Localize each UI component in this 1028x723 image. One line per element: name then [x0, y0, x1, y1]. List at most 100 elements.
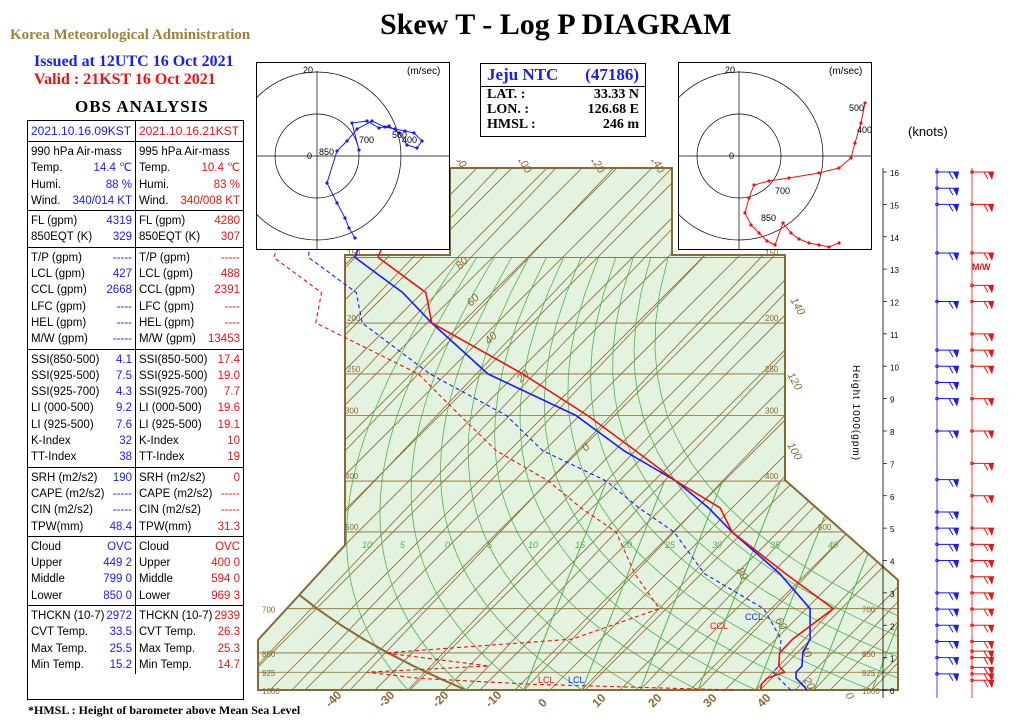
obs-row: SRH (m2/s2) 0: [136, 470, 243, 486]
hodo-point: [749, 223, 753, 227]
obs-label: SRH (m2/s2): [139, 471, 206, 484]
obs-value: -----: [112, 333, 132, 346]
obs-row: THCKN (10-7) 2972: [28, 608, 135, 624]
wind-barb-origin: [935, 299, 939, 304]
obs-value: 4280: [214, 215, 240, 228]
wind-barb-origin: [970, 623, 974, 628]
wind-barb: [970, 649, 994, 660]
wind-barb: [935, 542, 959, 553]
obs-row: Temp. 10.4 ℃: [136, 160, 243, 176]
wind-barb-flag: [988, 625, 994, 634]
hodo-point: [837, 241, 841, 245]
wind-barb-tick: [983, 680, 989, 688]
wind-barb-origin: [970, 607, 974, 611]
wind-barb-tick: [983, 641, 989, 649]
wind-barb-tick: [948, 657, 954, 665]
hodo-point: [853, 141, 857, 145]
obs-row: Cloud OVC: [28, 539, 135, 555]
moist-adiabat-line: [494, 257, 699, 690]
obs-label: HEL (gpm): [31, 316, 87, 329]
obs-row: TT-Index 19: [136, 449, 243, 465]
height-tick-label: 11: [890, 331, 899, 340]
obs-value: ----: [116, 300, 132, 313]
wind-barb-flag: [953, 657, 959, 666]
wind-barb-tick: [983, 667, 989, 675]
wind-barb: [935, 672, 959, 682]
obs-analysis-title: OBS ANALYSIS: [75, 97, 209, 116]
wind-barb-tick: [948, 673, 954, 682]
obs-value: OVC: [107, 540, 132, 553]
obs-value: 26.3: [217, 626, 240, 639]
wind-barb-tick: [983, 398, 989, 406]
obs-row: SSI(850-500) 17.4: [136, 352, 243, 368]
wind-barb: [970, 202, 994, 213]
wind-barb-origin: [935, 526, 939, 530]
obs-label: Temp.: [31, 162, 63, 175]
wind-barb-origin: [935, 607, 939, 611]
wind-barb-origin: [935, 348, 939, 352]
hodo-point: [412, 131, 416, 135]
top-scale-label: 80: [452, 160, 469, 170]
pressure-tick-label-right: 1000: [862, 687, 880, 696]
wind-barb-flag: [953, 511, 959, 520]
wind-barb: [970, 574, 994, 585]
obs-group: 990 hPa Air-mass Temp. 14.4 ℃ Humi. 88 % Wind…: [28, 142, 135, 212]
hodo-point: [767, 179, 771, 183]
wind-barb: [970, 396, 994, 407]
obs-label: K-Index: [31, 435, 71, 448]
obs-row: Cloud OVC: [136, 539, 243, 555]
wind-barb-flag: [988, 544, 994, 553]
height-tick-label: 14: [890, 234, 899, 243]
obs-value: 2668: [106, 284, 132, 297]
obs-label: Min Temp.: [31, 658, 84, 671]
obs-label: 850EQT (K): [31, 231, 93, 244]
obs-label: LFC (gpm): [139, 300, 194, 313]
wind-barb: [935, 348, 959, 359]
pressure-tick-label-right: 500: [818, 523, 832, 532]
wind-barb-origin: [970, 591, 974, 595]
wind-barb: [935, 202, 959, 213]
height-tick-label: 1: [890, 655, 895, 664]
isotherm-line: [523, 168, 898, 690]
isotherm-line: [697, 168, 898, 690]
wind-barb: [970, 251, 994, 261]
wind-barb: [935, 186, 959, 197]
obs-group: FL (gpm) 4280 850EQT (K) 307: [136, 211, 243, 248]
obs-value: 13453: [208, 333, 240, 346]
moist-adiabat-line: [633, 257, 898, 690]
hodo-point: [405, 143, 409, 147]
wind-barb: [970, 332, 994, 342]
moist-adiabat-line: [346, 257, 460, 690]
wind-barb-tick: [948, 349, 954, 358]
obs-value: 850 0: [103, 589, 132, 602]
obs-group: 995 hPa Air-mass Temp. 10.4 ℃ Humi. 83 % Wind…: [136, 142, 243, 212]
obs-date: 2021.10.16.21KST: [136, 121, 243, 142]
wind-barb-origin: [935, 655, 939, 660]
obs-value: 7.5: [116, 369, 132, 382]
height-tick-label: 4: [890, 558, 895, 567]
hodo-center-label: 0: [729, 151, 734, 161]
obs-label: TT-Index: [31, 451, 77, 464]
wind-barb-tick: [948, 511, 954, 520]
obs-row: LFC (gpm) ----: [136, 299, 243, 315]
mixing-ratio-line: [871, 480, 898, 690]
wind-barb-tick: [948, 382, 954, 390]
wind-barb-flag: [953, 641, 959, 650]
height-tick-label: 12: [890, 299, 899, 308]
wind-barb-flag: [988, 651, 994, 660]
obs-value: 449 2: [103, 557, 132, 570]
obs-row: Max Temp. 25.3: [136, 641, 243, 657]
obs-value: 19: [227, 451, 240, 464]
hodograph-21kst: 20 0 (m/sec) 500 400 700 850: [678, 62, 872, 250]
isotherm-line: [755, 168, 898, 690]
obs-row: CIN (m2/s2) -----: [136, 502, 243, 518]
obs-label: LCL (gpm): [31, 268, 85, 281]
hodo-level-label: 500: [392, 130, 407, 140]
wind-barb-origin: [935, 396, 939, 401]
obs-value: 48.4: [109, 520, 132, 533]
obs-group: FL (gpm) 4319 850EQT (K) 329: [28, 211, 135, 248]
wind-barb-tick: [983, 608, 989, 617]
obs-label: M/W (gpm): [31, 333, 88, 346]
obs-row: Middle 799 0: [28, 571, 135, 587]
obs-value: 427: [112, 268, 132, 281]
